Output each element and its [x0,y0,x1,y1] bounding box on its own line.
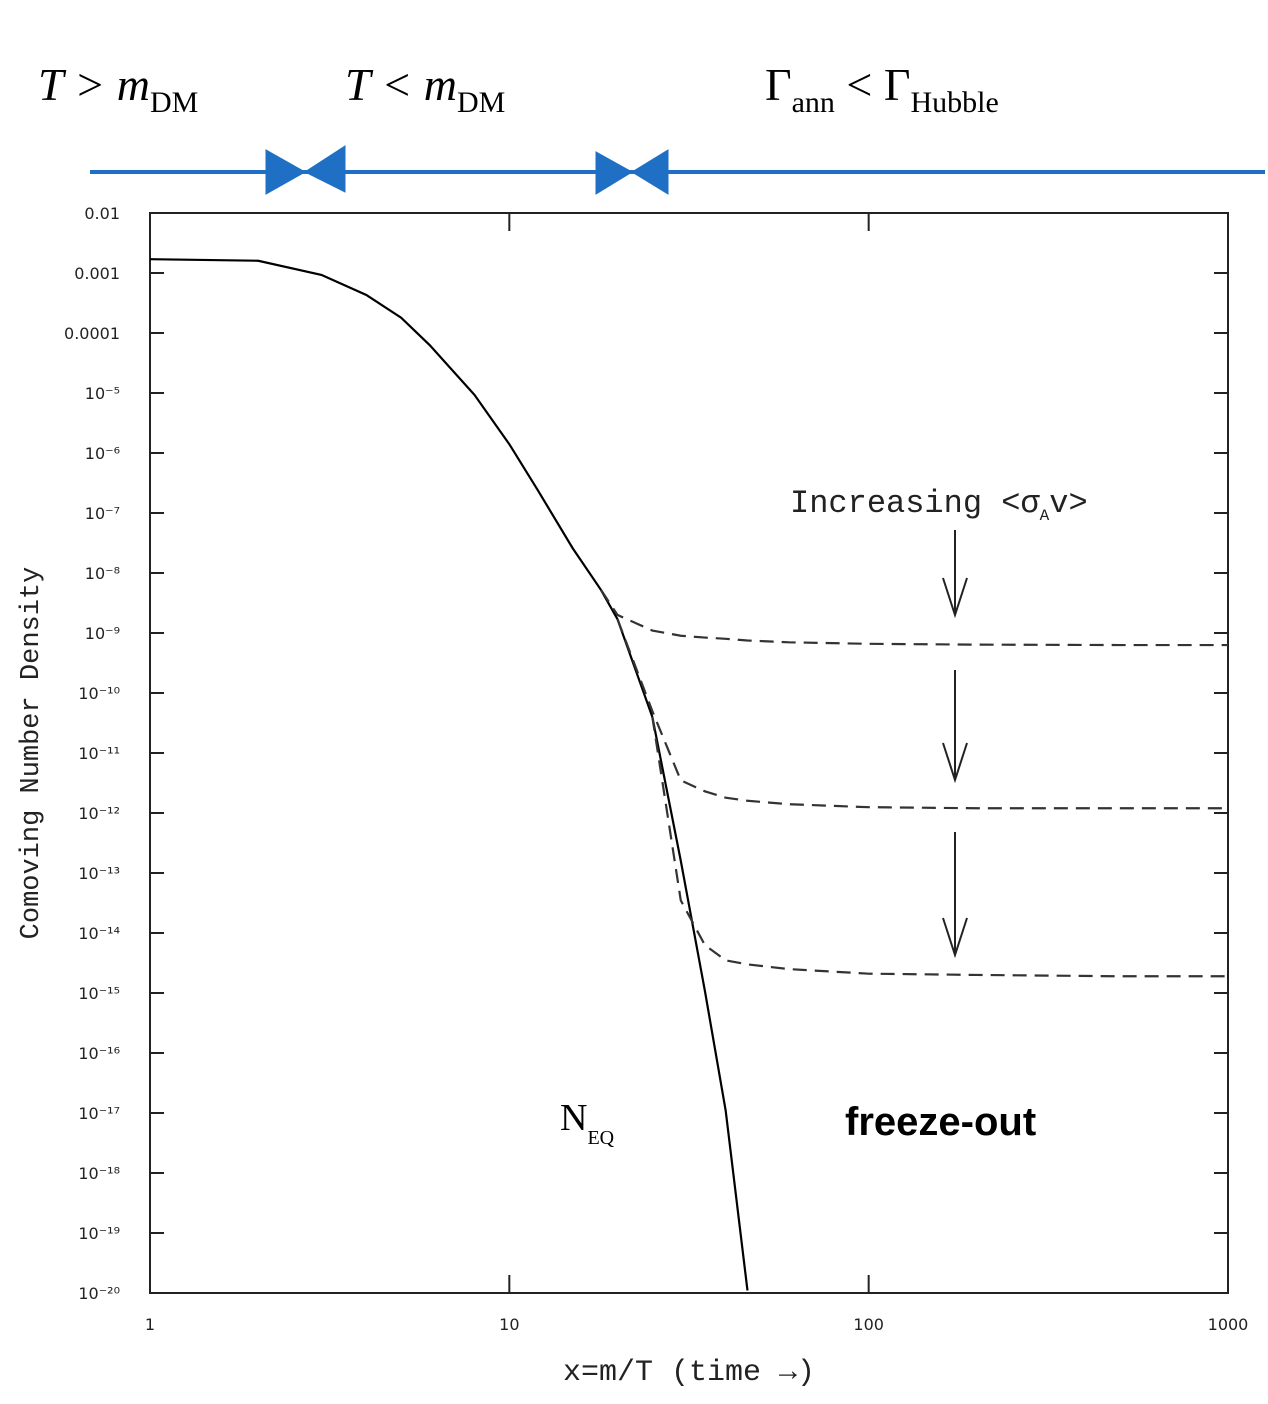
y-axis-label: Comoving Number Density [17,567,47,940]
down-arrow [942,832,968,959]
y-tick-label: 10⁻¹² [78,804,120,823]
x-tick-label: 100 [853,1315,884,1334]
y-tick-label: 10⁻¹⁷ [78,1104,120,1123]
subscript: DM [150,86,198,119]
y-tick-label: 10⁻¹¹ [78,744,120,763]
label-part: T > m [38,59,150,110]
subscript: Hubble [910,86,998,119]
y-tick-label: 10⁻¹⁵ [78,984,120,1003]
y-tick-label: 10⁻¹⁸ [78,1164,120,1183]
annotation: T < mDM [345,59,505,119]
down-arrow [942,530,968,619]
annotation: T > mDM [38,59,198,119]
label-part: < Γ [835,59,911,110]
y-tick-label: 10⁻¹⁹ [78,1224,120,1243]
y-tick-label: 10⁻⁵ [85,384,120,403]
y-tick-label: 10⁻¹³ [78,864,120,883]
x-tick-label: 10 [499,1315,519,1334]
y-tick-label: 10⁻⁸ [85,564,120,583]
y-tick-label: 0.0001 [64,324,120,343]
y-tick-label: 10⁻¹⁶ [78,1044,120,1063]
freeze-out-label: freeze-out [845,1100,1036,1144]
annotation: Increasing <σAv> [790,485,1088,525]
label-part: Γ [765,59,792,110]
series-line [616,618,1228,810]
y-tick-label: 10⁻⁶ [85,444,120,463]
increasing-arrows [942,530,968,959]
y-tick-label: 10⁻²⁰ [78,1284,120,1303]
arrow-head [265,149,307,195]
annotation: NEQ [560,1097,615,1149]
y-tick-label: 0.001 [74,264,120,283]
subscript: EQ [587,1127,614,1149]
x-axis-label: x=m/T (time →) [563,1356,815,1390]
series-line [651,716,1228,978]
arrow-head [595,151,633,195]
subscript: ann [792,86,835,119]
x-tick-label: 1000 [1208,1315,1249,1334]
y-tick-label: 10⁻¹⁰ [78,684,120,703]
label-part: Increasing <σ [790,485,1040,522]
arrow-head [631,149,669,195]
plot-frame [149,212,1229,1294]
y-tick-label: 10⁻⁹ [85,624,120,643]
subscript: DM [457,86,505,119]
regime-arrows [90,145,1265,195]
annotation: Γann < ΓHubble [765,59,999,119]
y-tick-label: 10⁻¹⁴ [78,924,120,943]
label-part: v> [1049,485,1087,522]
subscript: A [1040,507,1050,525]
down-arrow [942,670,968,784]
x-tick-label: 1 [145,1315,155,1334]
y-tick-label: 0.01 [84,204,120,223]
label-part: N [560,1097,587,1139]
series-line [149,258,749,1291]
arrow-head [303,145,346,193]
series-line [600,589,1228,647]
y-tick-label: 10⁻⁷ [85,504,120,523]
label-part: T < m [345,59,457,110]
